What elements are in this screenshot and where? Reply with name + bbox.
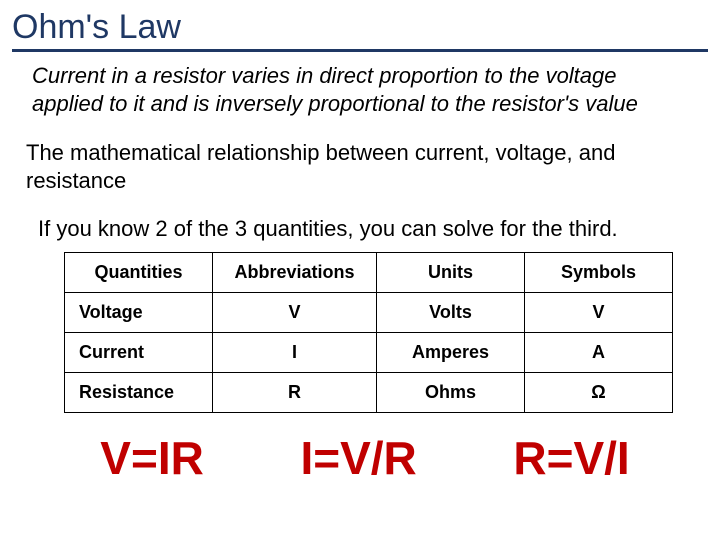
cell-symbol: A [525,333,673,373]
col-header-abbreviations: Abbreviations [213,253,377,293]
description-text: The mathematical relationship between cu… [26,139,668,194]
table-row: Resistance R Ohms Ω [65,373,673,413]
cell-unit: Amperes [377,333,525,373]
cell-symbol: V [525,293,673,333]
col-header-symbols: Symbols [525,253,673,293]
cell-abbrev: R [213,373,377,413]
table-row: Current I Amperes A [65,333,673,373]
table-row: Voltage V Volts V [65,293,673,333]
cell-unit: Volts [377,293,525,333]
col-header-quantities: Quantities [65,253,213,293]
cell-quantity: Current [65,333,213,373]
quantities-table: Quantities Abbreviations Units Symbols V… [64,252,673,413]
cell-quantity: Resistance [65,373,213,413]
definition-text: Current in a resistor varies in direct p… [32,62,668,117]
col-header-units: Units [377,253,525,293]
slide: Ohm's Law Current in a resistor varies i… [0,0,720,540]
slide-title: Ohm's Law [12,8,708,52]
table-header-row: Quantities Abbreviations Units Symbols [65,253,673,293]
cell-abbrev: V [213,293,377,333]
cell-symbol: Ω [525,373,673,413]
cell-abbrev: I [213,333,377,373]
formula-vir: V=IR [100,431,204,485]
formulas-row: V=IR I=V/R R=V/I [52,431,678,485]
hint-text: If you know 2 of the 3 quantities, you c… [38,216,708,242]
formula-rvi: R=V/I [513,431,629,485]
cell-quantity: Voltage [65,293,213,333]
formula-ivr: I=V/R [300,431,416,485]
cell-unit: Ohms [377,373,525,413]
